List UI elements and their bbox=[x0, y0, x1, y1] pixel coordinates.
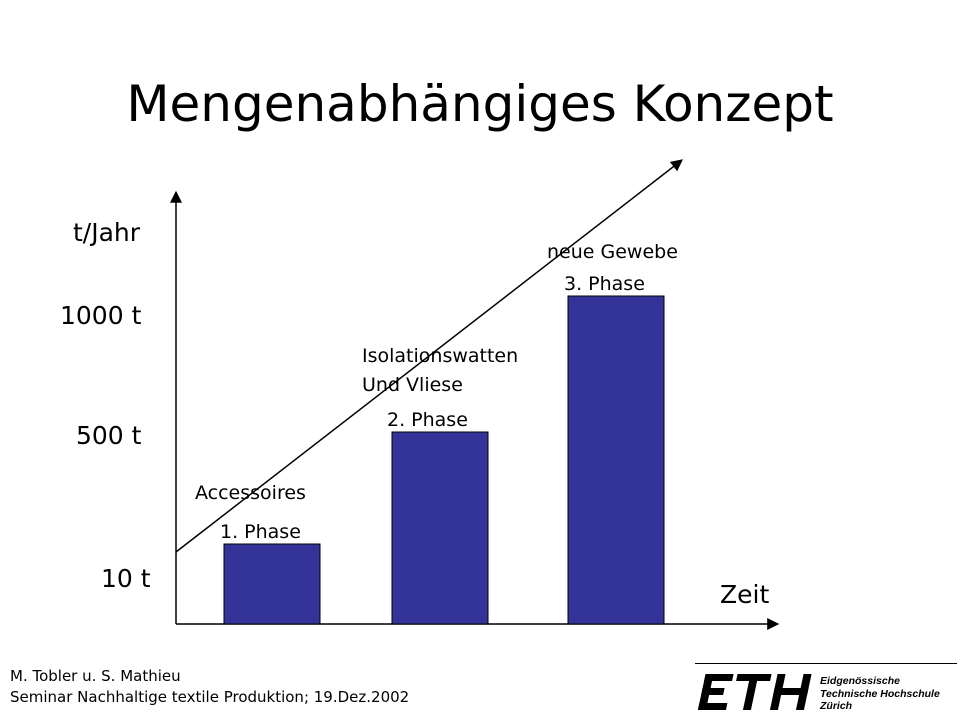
y-axis-label: t/Jahr bbox=[73, 218, 141, 247]
logo-rule bbox=[695, 663, 957, 664]
phase-1-description: Accessoires bbox=[195, 482, 306, 504]
y-tick-label: 1000 t bbox=[60, 301, 142, 330]
bar-phase-2 bbox=[391, 431, 489, 625]
eth-logo bbox=[697, 674, 812, 710]
bar-phase-1 bbox=[223, 543, 321, 625]
logo-line1: Eidgenössische bbox=[820, 675, 900, 687]
slide-title: Mengenabhängiges Konzept bbox=[126, 75, 834, 133]
phase-3-description: neue Gewebe bbox=[547, 241, 678, 263]
trend-arrow bbox=[175, 159, 683, 553]
phase-2-description-line1: Isolationswatten bbox=[362, 345, 519, 367]
footer-event: Seminar Nachhaltige textile Produktion; … bbox=[10, 688, 410, 706]
x-axis-label: Zeit bbox=[720, 580, 770, 609]
logo-line3: Zürich bbox=[820, 700, 853, 712]
bar-label-phase-1: 1. Phase bbox=[220, 521, 301, 543]
logo-line2: Technische Hochschule bbox=[820, 688, 940, 700]
y-tick-label: 500 t bbox=[76, 421, 142, 450]
bar-phase-3 bbox=[567, 295, 665, 625]
bar-label-phase-3: 3. Phase bbox=[564, 273, 645, 295]
bar-label-phase-2: 2. Phase bbox=[387, 409, 468, 431]
phase-2-description-line2: Und Vliese bbox=[362, 374, 463, 396]
footer-authors: M. Tobler u. S. Mathieu bbox=[10, 667, 181, 685]
y-tick-label: 10 t bbox=[101, 564, 151, 593]
